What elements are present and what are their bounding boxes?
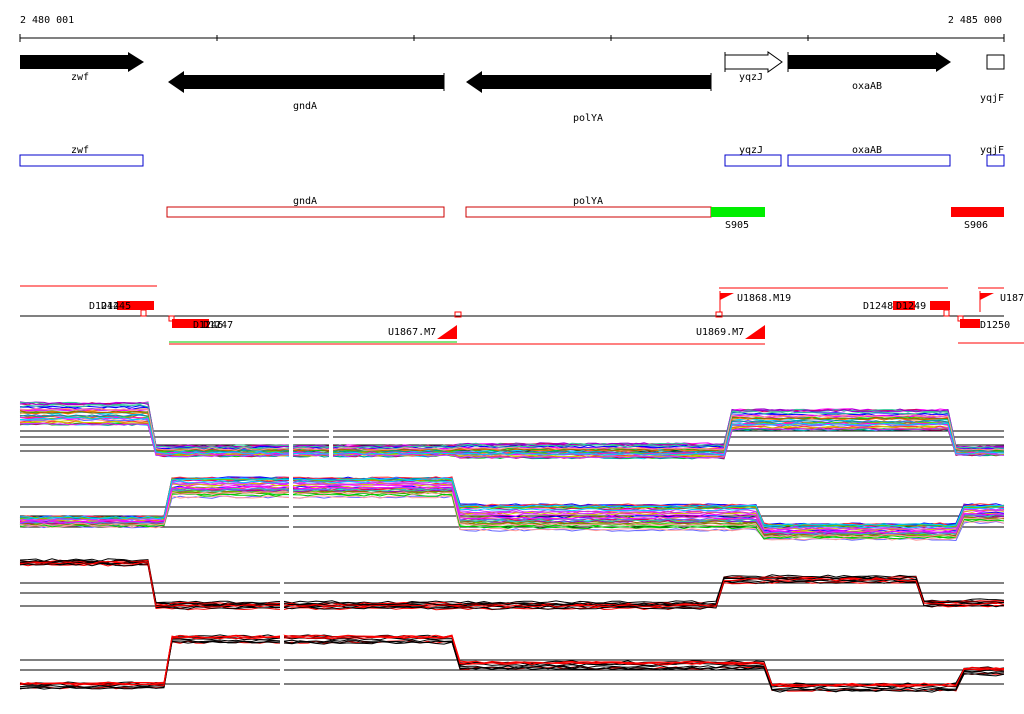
- promoter-D1250[interactable]: D1250: [980, 320, 1010, 331]
- tu-labels: U1867.M7 U1868.M19 U1869.M7 U1870: [388, 293, 1024, 338]
- annotation-yqjF[interactable]: yqjF: [980, 145, 1005, 167]
- gene-polYA[interactable]: polYA: [466, 71, 712, 124]
- svg-text:S905: S905: [725, 220, 749, 231]
- svg-text:oxaAB: oxaAB: [852, 145, 882, 156]
- svg-text:yqzJ: yqzJ: [739, 72, 763, 83]
- profile-panel-1: [19, 401, 1005, 460]
- svg-text:yqjF: yqjF: [980, 145, 1004, 156]
- gene-zwf[interactable]: zwf: [20, 52, 144, 83]
- annotation-polYA[interactable]: polYA: [465, 196, 712, 218]
- coordinate-axis: 2 480 001 2 485 000: [19, 15, 1005, 42]
- tu-U1869[interactable]: U1869.M7: [696, 327, 744, 338]
- profile-panel-2: [19, 476, 1005, 542]
- gene-yqzJ[interactable]: yqzJ: [724, 51, 783, 83]
- svg-text:yqjF: yqjF: [980, 93, 1004, 104]
- svg-text:yqzJ: yqzJ: [739, 145, 763, 156]
- promoter-D1247[interactable]: D1247: [203, 320, 233, 331]
- promoter-D1245[interactable]: D1245: [101, 301, 131, 312]
- promoter-D1246[interactable]: D1246: [193, 320, 223, 331]
- profile-panel-3: [19, 558, 1005, 611]
- tu-U1870[interactable]: U1870: [1000, 293, 1024, 304]
- tu-U1867[interactable]: U1867.M7: [388, 327, 436, 338]
- gene-track: zwf gndA polYA yqzJ oxaAB yqjF: [20, 51, 1005, 124]
- annotation-zwf[interactable]: zwf: [19, 145, 144, 167]
- expression-profiles: [19, 401, 1005, 693]
- promoter-D1249[interactable]: D1249: [896, 301, 926, 312]
- svg-text:zwf: zwf: [71, 72, 89, 83]
- svg-text:zwf: zwf: [71, 145, 89, 156]
- gene-oxaAB[interactable]: oxaAB: [787, 52, 951, 92]
- svg-text:polYA: polYA: [573, 113, 603, 124]
- segment-S905[interactable]: S905: [711, 207, 765, 231]
- axis-start-label: 2 480 001: [20, 15, 74, 26]
- annotation-oxaAB[interactable]: oxaAB: [787, 145, 951, 167]
- svg-text:gndA: gndA: [293, 196, 317, 207]
- promoter-labels: D1244 D1245 D1246 D1247 D1248 D1249 D125…: [89, 301, 1010, 331]
- segment-S906[interactable]: S906: [951, 207, 1004, 231]
- promoter-D1244[interactable]: D1244: [89, 301, 119, 312]
- svg-text:S906: S906: [964, 220, 988, 231]
- transcription-unit-track: D1244 D1245 D1246 D1247 D1248 D1249 D125…: [20, 285, 1024, 345]
- svg-text:gndA: gndA: [293, 101, 317, 112]
- promoter-D1248[interactable]: D1248: [863, 301, 893, 312]
- annotation-gndA[interactable]: gndA: [166, 196, 445, 218]
- svg-text:polYA: polYA: [573, 196, 603, 207]
- svg-text:oxaAB: oxaAB: [852, 81, 882, 92]
- profile-panel-4: [19, 634, 1005, 693]
- tu-U1868[interactable]: U1868.M19: [737, 293, 791, 304]
- annotation-yqzJ[interactable]: yqzJ: [724, 145, 782, 167]
- gene-yqjF[interactable]: yqjF: [980, 54, 1005, 104]
- annotation-track: zwf yqzJ oxaAB yqjF gndA polYA S905 S90: [19, 145, 1005, 231]
- gene-gndA[interactable]: gndA: [168, 71, 445, 112]
- axis-end-label: 2 485 000: [948, 15, 1002, 26]
